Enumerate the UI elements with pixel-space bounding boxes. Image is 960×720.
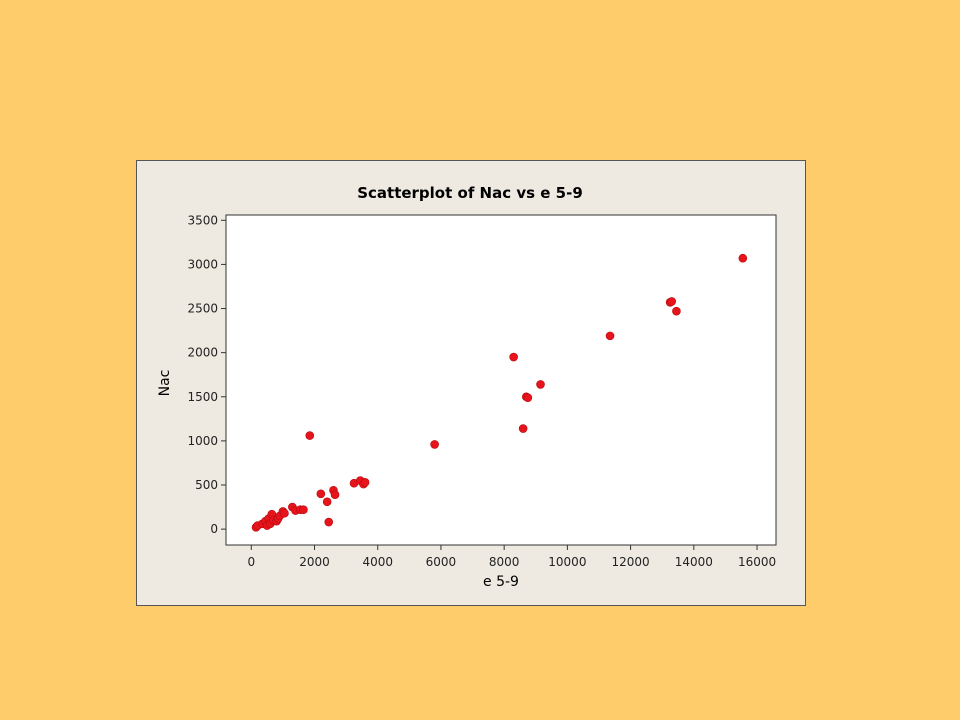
data-point — [324, 517, 334, 527]
data-point — [330, 490, 340, 500]
y-tick-label: 500 — [195, 478, 218, 492]
scatterplot: Scatterplot of Nac vs e 5-9 0 2000 4000 600… — [157, 184, 777, 590]
x-tick-label: 8000 — [489, 555, 520, 569]
y-tick-label: 0 — [210, 522, 218, 536]
x-tick-label: 14000 — [675, 555, 713, 569]
data-point — [605, 331, 615, 341]
plot-area — [225, 214, 777, 546]
y-axis-label: Nac — [157, 370, 173, 397]
data-point — [667, 297, 676, 306]
data-point — [316, 489, 326, 499]
data-point — [430, 440, 439, 449]
x-axis-label: e 5-9 — [483, 574, 519, 590]
data-point — [280, 508, 289, 518]
y-tick-label: 3000 — [187, 257, 218, 271]
x-tick-label: 6000 — [426, 555, 457, 569]
data-point — [738, 253, 748, 263]
x-tick-label: 12000 — [612, 555, 650, 569]
chart-title: Scatterplot of Nac vs e 5-9 — [357, 184, 583, 202]
x-tick-label: 10000 — [548, 555, 586, 569]
data-point — [672, 306, 681, 316]
data-point — [536, 380, 545, 389]
x-tick-label: 0 — [247, 555, 255, 569]
x-tick-label: 2000 — [299, 555, 330, 569]
data-point — [322, 497, 332, 507]
y-tick-label: 1500 — [187, 390, 218, 404]
data-point — [509, 352, 518, 362]
data-point — [305, 431, 315, 440]
data-point — [523, 393, 533, 402]
y-tick-label: 2000 — [187, 346, 218, 360]
data-point — [299, 505, 308, 515]
x-tick-label: 4000 — [362, 555, 393, 569]
chart-panel: Scatterplot of Nac vs e 5-9 0 2000 4000 600… — [136, 160, 806, 606]
y-tick-label: 3500 — [187, 213, 218, 227]
y-tick-label: 1000 — [187, 434, 218, 448]
data-points — [251, 253, 748, 532]
y-tick-label: 2500 — [187, 302, 218, 316]
data-point — [518, 424, 528, 433]
x-axis: 0 2000 4000 6000 8000 10000 12000 14000 16000 — [247, 545, 776, 569]
x-tick-label: 16000 — [738, 555, 776, 569]
y-axis: 0 500 1000 1500 2000 2500 3000 3500 — [187, 213, 226, 536]
data-point — [360, 478, 370, 487]
